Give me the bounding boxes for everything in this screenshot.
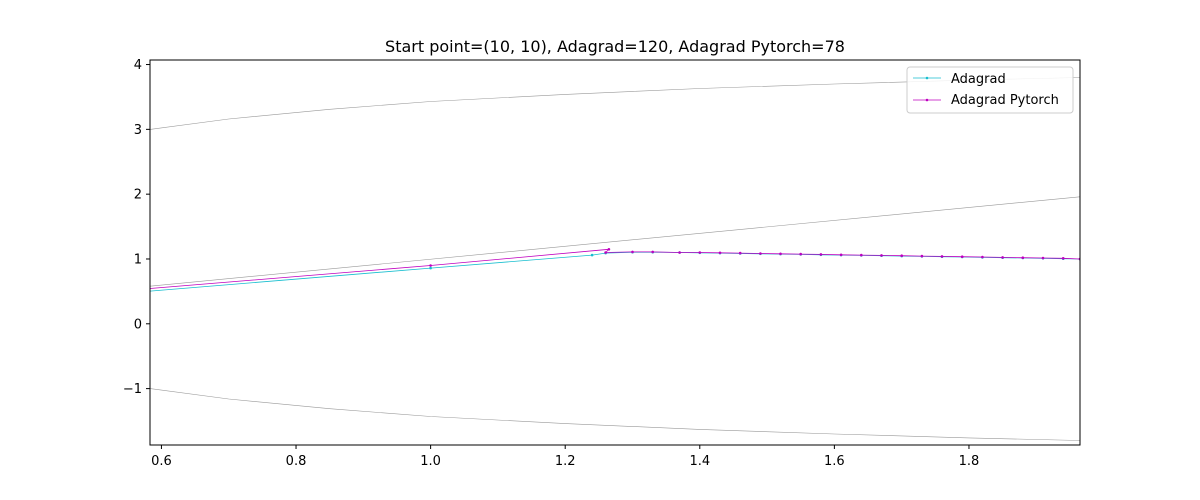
series-point-adagrad-pytorch bbox=[759, 252, 762, 255]
series-point-adagrad-pytorch bbox=[960, 255, 964, 258]
contour-line-2 bbox=[150, 196, 1080, 287]
series-point-adagrad bbox=[590, 253, 594, 257]
y-tick-label: 3 bbox=[134, 123, 142, 138]
x-tick-label: 1.6 bbox=[824, 454, 845, 469]
y-tick-label: −1 bbox=[123, 382, 142, 397]
series-point-adagrad-pytorch bbox=[799, 252, 802, 256]
series-point-adagrad-pytorch bbox=[1021, 256, 1025, 260]
series-lines bbox=[150, 248, 1080, 292]
series-point-adagrad-pytorch bbox=[940, 255, 944, 258]
y-tick-label: 4 bbox=[134, 58, 142, 73]
y-tick-label: 0 bbox=[134, 317, 142, 332]
series-point-adagrad-pytorch bbox=[678, 251, 681, 254]
series-point-adagrad-pytorch bbox=[1041, 256, 1045, 260]
series-point-adagrad-pytorch bbox=[604, 251, 607, 254]
series-point-adagrad-pytorch bbox=[698, 251, 702, 254]
x-tick-label: 0.8 bbox=[286, 454, 307, 469]
series-point-adagrad-pytorch bbox=[920, 254, 924, 258]
x-tick-label: 1.0 bbox=[420, 454, 441, 469]
series-point-adagrad-pytorch bbox=[651, 250, 654, 254]
legend-marker-adagrad bbox=[925, 76, 929, 80]
series-point-adagrad-pytorch bbox=[860, 253, 863, 257]
legend-label-adagrad: Adagrad bbox=[951, 72, 1006, 87]
y-axis-ticks: −1 0 1 2 3 4 bbox=[123, 58, 150, 397]
contour-line-1 bbox=[150, 388, 1080, 441]
series-point-adagrad-pytorch bbox=[1061, 257, 1065, 260]
x-tick-label: 1.8 bbox=[959, 454, 980, 469]
series-point-adagrad bbox=[429, 266, 432, 270]
series-point-adagrad-pytorch bbox=[1001, 256, 1004, 259]
y-tick-label: 2 bbox=[134, 188, 142, 203]
legend-label-adagrad-pytorch: Adagrad Pytorch bbox=[951, 93, 1059, 108]
series-point-adagrad-pytorch bbox=[819, 253, 823, 256]
series-point-adagrad-pytorch bbox=[607, 248, 611, 251]
x-tick-label: 0.6 bbox=[151, 454, 172, 469]
x-axis-ticks: 0.6 0.8 1.0 1.2 1.4 1.6 1.8 bbox=[151, 445, 979, 469]
x-tick-label: 1.2 bbox=[555, 454, 576, 469]
series-point-adagrad-pytorch bbox=[779, 252, 782, 256]
x-tick-label: 1.4 bbox=[689, 454, 710, 469]
chart-title: Start point=(10, 10), Adagrad=120, Adagr… bbox=[385, 37, 845, 56]
series-point-adagrad-pytorch bbox=[900, 254, 903, 257]
plot-frame bbox=[149, 59, 1081, 446]
legend-box bbox=[906, 66, 1074, 114]
y-tick-label: 1 bbox=[134, 252, 142, 267]
series-point-adagrad-pytorch bbox=[631, 250, 634, 254]
series-point-adagrad-pytorch bbox=[718, 251, 722, 255]
legend: Adagrad Adagrad Pytorch bbox=[906, 66, 1074, 114]
series-point-adagrad-pytorch bbox=[880, 254, 883, 257]
series-point-adagrad-pytorch bbox=[429, 264, 432, 267]
series-point-adagrad-pytorch bbox=[839, 253, 843, 257]
series-point-adagrad-pytorch bbox=[981, 255, 984, 259]
series-point-adagrad-pytorch bbox=[738, 251, 742, 255]
legend-marker-adagrad-pytorch bbox=[925, 98, 929, 102]
